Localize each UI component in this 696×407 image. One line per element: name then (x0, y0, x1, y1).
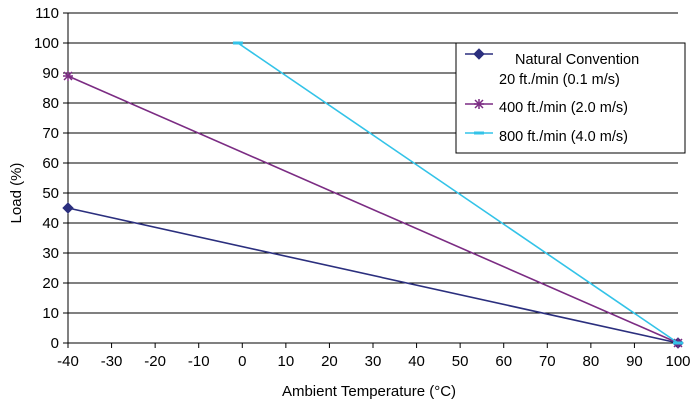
legend-marker-series-1 (473, 48, 485, 60)
legend-label-series-2: 400 ft./min (2.0 m/s) (499, 100, 628, 116)
y-tick-label: 40 (42, 215, 59, 232)
y-axis-title: Load (%) (8, 163, 25, 224)
y-tick-label: 0 (51, 335, 59, 352)
y-tick-label: 50 (42, 185, 59, 202)
x-tick-label: 10 (278, 353, 295, 370)
legend-label-series-1: Natural Convention (515, 52, 639, 68)
series-line-3 (237, 42, 679, 344)
y-tick-label: 90 (42, 65, 59, 82)
legend-marker-series-3 (474, 131, 484, 135)
y-tick-label: 70 (42, 125, 59, 142)
y-tick-label: 60 (42, 155, 59, 172)
data-point-series-1 (62, 202, 74, 214)
x-tick-label: 50 (452, 353, 469, 370)
y-tick-label: 10 (42, 305, 59, 322)
x-tick-label: 20 (321, 353, 338, 370)
series-lines (62, 41, 684, 349)
x-tick-label: 30 (365, 353, 382, 370)
legend-label-series-1-line-2: 20 ft./min (0.1 m/s) (499, 72, 620, 88)
legend-label-series-3: 800 ft./min (4.0 m/s) (499, 129, 628, 145)
y-tick-label: 30 (42, 245, 59, 262)
series-line-2 (67, 75, 679, 344)
x-tick-label: -30 (101, 353, 123, 370)
legend: Natural Convention 20 ft./min (0.1 m/s) … (455, 42, 686, 154)
y-tick-label: 100 (34, 35, 59, 52)
y-tick-label: 20 (42, 275, 59, 292)
x-tick-label: 100 (665, 353, 690, 370)
x-tick-label: 90 (626, 353, 643, 370)
data-point-series-3 (232, 41, 243, 45)
x-tick-label: 80 (583, 353, 600, 370)
x-tick-label: 40 (408, 353, 425, 370)
x-tick-label: 60 (495, 353, 512, 370)
x-tick-label: -20 (144, 353, 166, 370)
tick-labels: 0 10 20 30 40 50 60 70 80 90 100 110 -40 -30 -20 -10 0 10… (34, 5, 691, 370)
legend-marker-series-2 (474, 99, 484, 109)
legend-box (455, 42, 686, 154)
x-tick-label: -10 (188, 353, 210, 370)
x-tick-label: 70 (539, 353, 556, 370)
data-point-series-3 (673, 341, 683, 345)
x-tick-label: 0 (238, 353, 246, 370)
y-tick-label: 110 (35, 5, 59, 22)
series-line-1 (67, 207, 679, 344)
x-tick-label: -40 (57, 353, 79, 370)
y-tick-label: 80 (42, 95, 59, 112)
data-point-series-2 (63, 71, 73, 81)
x-axis-title: Ambient Temperature (°C) (282, 383, 456, 400)
